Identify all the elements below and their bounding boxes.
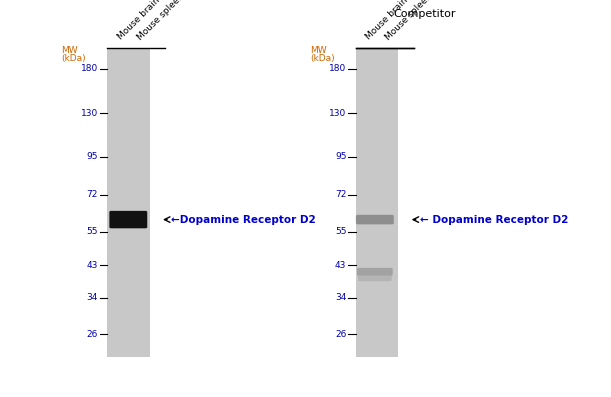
Text: (kDa): (kDa) xyxy=(61,54,86,64)
Text: Mouse brain: Mouse brain xyxy=(116,0,161,42)
Text: MW: MW xyxy=(310,46,326,56)
Text: 130: 130 xyxy=(81,109,98,118)
Text: 43: 43 xyxy=(86,261,98,270)
Text: 130: 130 xyxy=(329,109,346,118)
Text: 72: 72 xyxy=(86,190,98,199)
Text: ←Dopamine Receptor D2: ←Dopamine Receptor D2 xyxy=(171,215,316,225)
Text: 43: 43 xyxy=(335,261,346,270)
Text: 34: 34 xyxy=(86,293,98,302)
Text: Competitor: Competitor xyxy=(393,9,456,19)
Bar xyxy=(356,48,398,357)
FancyBboxPatch shape xyxy=(109,211,147,228)
FancyBboxPatch shape xyxy=(356,215,394,224)
FancyBboxPatch shape xyxy=(358,275,392,281)
Text: 55: 55 xyxy=(86,227,98,236)
FancyBboxPatch shape xyxy=(357,268,393,276)
Text: Mouse spleen: Mouse spleen xyxy=(384,0,434,42)
Text: 95: 95 xyxy=(86,152,98,161)
Text: 72: 72 xyxy=(335,190,346,199)
Text: 34: 34 xyxy=(335,293,346,302)
Text: ← Dopamine Receptor D2: ← Dopamine Receptor D2 xyxy=(420,215,568,225)
Text: 180: 180 xyxy=(81,64,98,73)
Text: Mouse brain: Mouse brain xyxy=(365,0,410,42)
Bar xyxy=(107,48,150,357)
Text: 55: 55 xyxy=(335,227,346,236)
Text: 95: 95 xyxy=(335,152,346,161)
Text: 26: 26 xyxy=(335,330,346,339)
Text: 26: 26 xyxy=(86,330,98,339)
Text: (kDa): (kDa) xyxy=(310,54,334,64)
Text: MW: MW xyxy=(61,46,78,56)
Text: Mouse spleen: Mouse spleen xyxy=(136,0,186,42)
Text: 180: 180 xyxy=(329,64,346,73)
